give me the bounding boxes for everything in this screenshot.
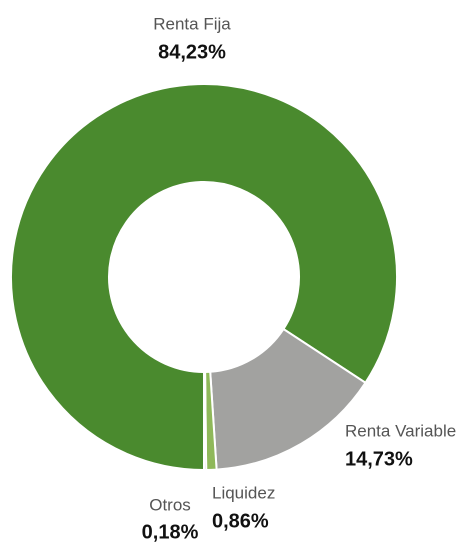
slice-value-label: 0,86% <box>212 510 269 532</box>
slice-label: Renta Fija <box>153 14 231 33</box>
donut-slice <box>203 370 208 472</box>
slice-label: Renta Variable <box>345 421 456 440</box>
slice-label: Liquidez <box>212 483 275 502</box>
slice-label: Otros <box>149 495 191 514</box>
donut-slice <box>209 327 367 471</box>
slice-value-label: 84,23% <box>158 41 226 63</box>
slice-value-label: 0,18% <box>142 521 199 543</box>
donut-slice <box>10 83 398 472</box>
slice-value-label: 14,73% <box>345 448 413 470</box>
